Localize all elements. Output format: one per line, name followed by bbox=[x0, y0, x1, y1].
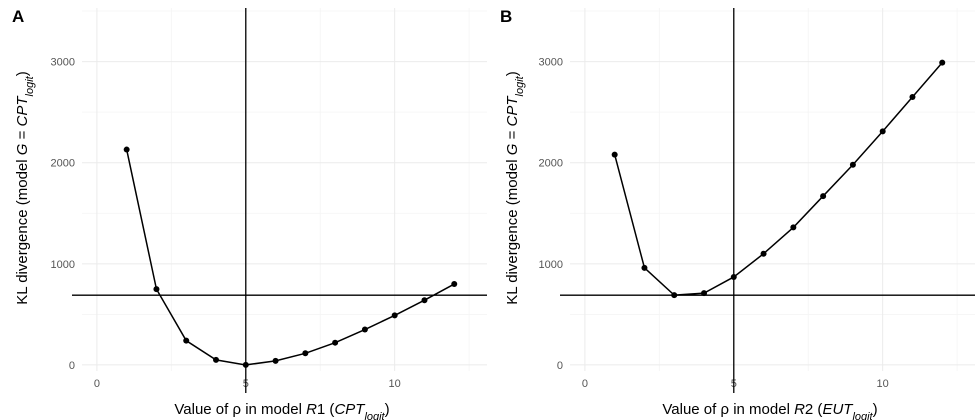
panel-a-y-axis-title: KL divergence (model G = CPTlogit) bbox=[14, 71, 36, 305]
data-point bbox=[879, 128, 886, 135]
panel-b-x-axis-title-part-4: 2 ( bbox=[805, 401, 823, 418]
panel-a-x-axis-title-part-3: R bbox=[306, 401, 317, 418]
y-tick-label: 1000 bbox=[51, 259, 75, 271]
panel-b-label: B bbox=[500, 7, 512, 26]
data-point bbox=[451, 281, 458, 288]
data-point bbox=[153, 286, 160, 293]
panel-b-grid bbox=[570, 8, 975, 371]
data-point bbox=[183, 337, 190, 344]
panel-a: A 0 1000 2000 3000 0510 Value of ρ in model… bbox=[12, 7, 487, 420]
panel-a-x-ticks: 0510 bbox=[94, 378, 401, 390]
data-point bbox=[123, 146, 130, 153]
data-point bbox=[701, 290, 708, 297]
x-tick-label: 10 bbox=[877, 378, 889, 390]
panel-b-y-axis-title-part-5: ) bbox=[504, 71, 521, 76]
data-point bbox=[939, 59, 946, 66]
data-point bbox=[760, 250, 767, 257]
data-point bbox=[909, 93, 916, 100]
panel-b-y-axis-title-part-4: logit bbox=[514, 75, 526, 96]
panel-b-y-axis-title-part-1: G bbox=[504, 143, 521, 155]
panel-a-x-axis-title-part-2: in model bbox=[241, 401, 306, 418]
panel-b-x-axis-title-part-7: ) bbox=[873, 401, 878, 418]
panel-a-y-axis-title-part-2: = bbox=[14, 126, 31, 143]
panel-b: B 0 1000 2000 3000 0510 Value of ρ in model… bbox=[500, 7, 975, 420]
panel-b-x-axis-title-part-0: Value of bbox=[662, 401, 720, 418]
data-point bbox=[849, 161, 856, 168]
panel-a-x-axis-title-part-1: ρ bbox=[232, 401, 241, 418]
panel-b-x-ticks: 0510 bbox=[582, 378, 889, 390]
panel-a-x-axis-title-part-7: ) bbox=[385, 401, 390, 418]
series-line bbox=[613, 62, 943, 296]
panel-a-y-axis-title-part-1: G bbox=[14, 143, 31, 155]
panel-b-x-axis-title-part-2: in model bbox=[729, 401, 794, 418]
y-tick-label: 3000 bbox=[51, 57, 75, 69]
y-tick-label: 0 bbox=[557, 360, 563, 372]
panel-b-x-axis-title-part-3: R bbox=[794, 401, 805, 418]
series-line bbox=[125, 149, 455, 366]
panel-a-x-axis-title-part-4: 1 ( bbox=[317, 401, 335, 418]
panel-b-y-ticks: 0 1000 2000 3000 bbox=[539, 57, 563, 372]
panel-a-x-axis-title-part-6: logit bbox=[364, 411, 385, 420]
panel-b-x-axis-title-part-6: logit bbox=[852, 411, 873, 420]
panel-b-reference-lines bbox=[560, 8, 975, 393]
panel-a-y-axis-title-part-4: logit bbox=[24, 75, 36, 96]
panel-a-y-ticks: 0 1000 2000 3000 bbox=[51, 57, 75, 372]
panel-a-y-axis-title-part-0: KL divergence (model bbox=[14, 155, 31, 305]
panel-a-reference-lines bbox=[72, 8, 487, 393]
data-point bbox=[641, 264, 648, 271]
data-point bbox=[361, 326, 368, 333]
y-tick-label: 2000 bbox=[51, 158, 75, 170]
data-point bbox=[391, 312, 398, 319]
data-point bbox=[332, 339, 339, 346]
x-tick-label: 0 bbox=[582, 378, 588, 390]
y-tick-label: 3000 bbox=[539, 57, 563, 69]
panel-a-x-axis-title-part-5: CPT bbox=[334, 401, 366, 418]
panel-b-y-axis-title-part-0: KL divergence (model bbox=[504, 155, 521, 305]
x-tick-label: 0 bbox=[94, 378, 100, 390]
data-point bbox=[272, 357, 279, 364]
panel-a-y-axis-title-part-3: CPT bbox=[14, 95, 31, 127]
data-point bbox=[302, 350, 309, 357]
panel-b-series bbox=[611, 59, 946, 299]
panel-a-label: A bbox=[12, 7, 24, 26]
data-point bbox=[213, 356, 220, 363]
data-point bbox=[421, 297, 428, 304]
panel-a-x-axis-title-part-0: Value of bbox=[174, 401, 232, 418]
y-tick-label: 1000 bbox=[539, 259, 563, 271]
panel-b-x-axis-title-part-1: ρ bbox=[720, 401, 729, 418]
y-tick-label: 0 bbox=[69, 360, 75, 372]
data-point bbox=[820, 193, 827, 200]
panel-a-series bbox=[123, 146, 458, 368]
panel-a-grid bbox=[82, 8, 487, 371]
data-point bbox=[730, 273, 737, 280]
panel-b-y-axis-title-part-3: CPT bbox=[504, 95, 521, 127]
data-point bbox=[671, 292, 678, 299]
panel-a-x-axis-title: Value of ρ in model R1 (CPTlogit) bbox=[174, 401, 389, 420]
data-point bbox=[242, 361, 249, 368]
x-tick-label: 10 bbox=[389, 378, 401, 390]
panel-b-x-axis-title: Value of ρ in model R2 (EUTlogit) bbox=[662, 401, 877, 420]
data-point bbox=[611, 151, 618, 158]
data-point bbox=[790, 224, 797, 231]
panel-a-y-axis-title-part-5: ) bbox=[14, 71, 31, 76]
panel-b-x-axis-title-part-5: EUT bbox=[822, 401, 854, 418]
panel-b-y-axis-title: KL divergence (model G = CPTlogit) bbox=[504, 71, 526, 305]
panel-b-y-axis-title-part-2: = bbox=[504, 126, 521, 143]
y-tick-label: 2000 bbox=[539, 158, 563, 170]
